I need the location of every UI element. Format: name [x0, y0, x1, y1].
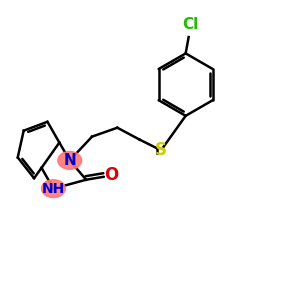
- Ellipse shape: [41, 180, 65, 198]
- Ellipse shape: [58, 152, 82, 169]
- Text: S: S: [154, 141, 166, 159]
- Text: O: O: [104, 166, 118, 184]
- Text: NH: NH: [42, 182, 65, 196]
- Text: Cl: Cl: [182, 17, 198, 32]
- Text: N: N: [63, 153, 76, 168]
